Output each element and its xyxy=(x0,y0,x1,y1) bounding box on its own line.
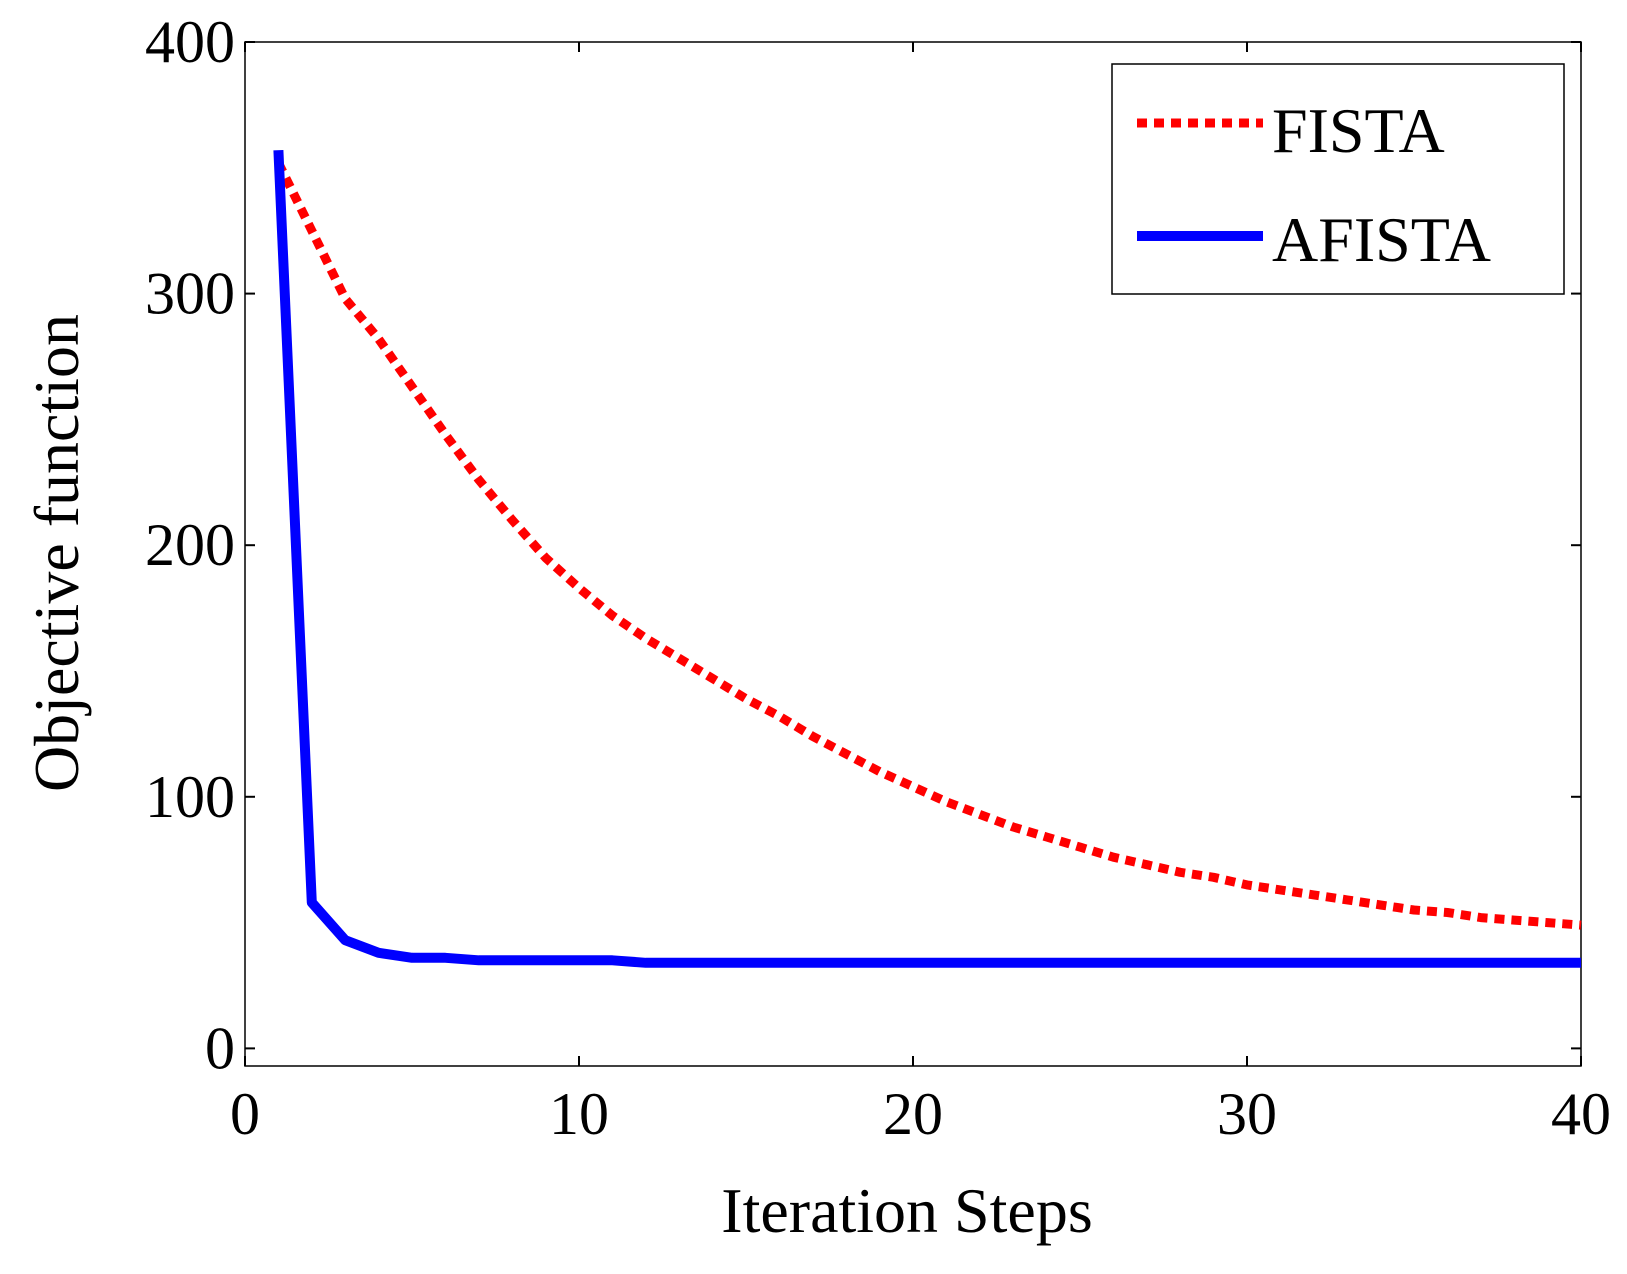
legend: FISTA AFISTA xyxy=(1111,63,1565,295)
axis-ticks xyxy=(244,41,1582,1066)
y-tick-label: 300 xyxy=(145,261,235,327)
y-tick-label: 200 xyxy=(145,512,235,578)
series-layer xyxy=(273,149,1582,968)
y-tick-label: 0 xyxy=(205,1015,235,1081)
x-axis-label: Iteration Steps xyxy=(721,1175,1092,1246)
x-tick-label: 40 xyxy=(1551,1081,1611,1147)
x-tick-label: 0 xyxy=(230,1081,260,1147)
y-tick-label: 400 xyxy=(145,9,235,75)
legend-label-afista: AFISTA xyxy=(1272,204,1491,275)
series-line-fista xyxy=(274,160,1582,930)
x-tick-label: 30 xyxy=(1217,1081,1277,1147)
series-line-afista xyxy=(273,149,1581,968)
y-axis-label: Objective function xyxy=(21,314,92,792)
x-tick-label: 20 xyxy=(883,1081,943,1147)
legend-label-fista: FISTA xyxy=(1272,95,1445,166)
legend-box xyxy=(1111,63,1565,295)
x-tick-label: 10 xyxy=(549,1081,609,1147)
y-tick-label: 100 xyxy=(145,764,235,830)
